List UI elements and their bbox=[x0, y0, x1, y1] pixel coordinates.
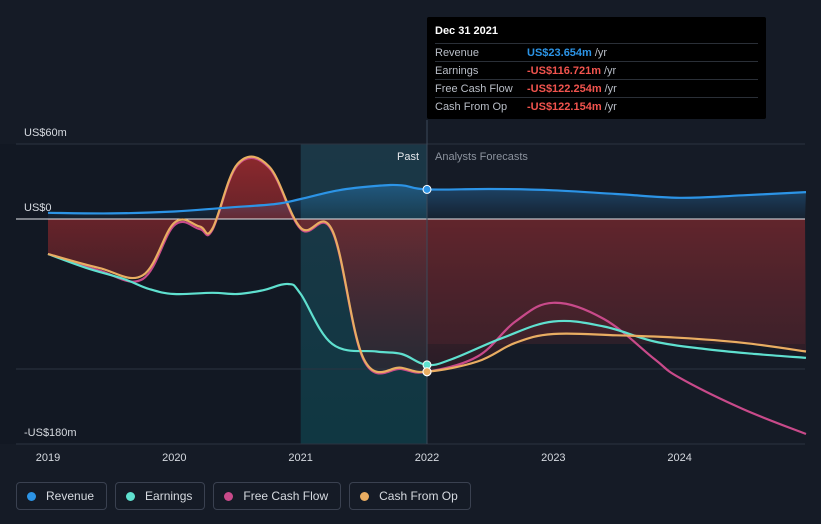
x-tick-label: 2019 bbox=[36, 452, 60, 464]
legend-label: Cash From Op bbox=[379, 489, 458, 503]
tooltip-unit: /yr bbox=[594, 46, 608, 59]
hover-markers bbox=[422, 184, 432, 377]
axis-labels: US$60m US$0 -US$180m 2019 2020 2021 2022 2023 20… bbox=[24, 127, 692, 464]
cash-from-op-line bbox=[47, 155, 807, 374]
tooltip-date: Dec 31 2021 bbox=[435, 25, 498, 37]
tooltip-value: -US$122.154m bbox=[527, 100, 602, 113]
legend-dot-icon bbox=[360, 491, 370, 501]
legend-item-free-cash-flow[interactable]: Free Cash Flow bbox=[213, 482, 342, 510]
x-tick-label: 2022 bbox=[415, 452, 439, 464]
legend-dot-icon bbox=[27, 491, 36, 501]
tooltip-unit: /yr bbox=[604, 100, 617, 113]
forecast-negative-fill bbox=[427, 219, 805, 344]
legend-item-earnings[interactable]: Earnings bbox=[115, 482, 206, 510]
legend-item-cash-from-op[interactable]: Cash From Op bbox=[349, 482, 471, 510]
tooltip: Dec 31 2021 Revenue US$23.654m/yr Earnings… bbox=[427, 17, 766, 119]
tooltip-row: Earnings -US$116.721m/yr bbox=[435, 61, 758, 79]
tooltip-row: Free Cash Flow -US$122.254m/yr bbox=[435, 79, 758, 97]
tooltip-row: Cash From Op -US$122.154m/yr bbox=[435, 97, 758, 115]
legend-label: Free Cash Flow bbox=[243, 489, 329, 503]
y-tick-label: -US$180m bbox=[24, 427, 77, 439]
cash-from-op-marker bbox=[422, 367, 432, 377]
tooltip-label: Cash From Op bbox=[435, 100, 508, 113]
legend-label: Revenue bbox=[46, 489, 95, 503]
legend-item-revenue[interactable]: Revenue bbox=[16, 482, 108, 510]
tooltip-value: -US$122.254m bbox=[527, 82, 602, 95]
y-tick-label: US$0 bbox=[24, 202, 52, 214]
tooltip-label: Free Cash Flow bbox=[435, 82, 513, 95]
tooltip-row: Revenue US$23.654m/yr bbox=[435, 43, 758, 61]
tooltip-unit: /yr bbox=[604, 64, 617, 77]
tooltip-label: Revenue bbox=[435, 46, 480, 59]
x-tick-label: 2024 bbox=[667, 452, 691, 464]
legend-label: Earnings bbox=[145, 489, 193, 503]
series-lines bbox=[47, 155, 807, 436]
earnings-line bbox=[47, 252, 807, 367]
x-tick-label: 2021 bbox=[288, 452, 312, 464]
tooltip-rows: Revenue US$23.654m/yr Earnings -US$116.721m… bbox=[435, 43, 758, 115]
revenue-marker bbox=[422, 184, 432, 194]
tooltip-value: -US$116.721m bbox=[527, 64, 601, 77]
revenue-line bbox=[47, 183, 807, 215]
x-tick-label: 2020 bbox=[162, 452, 186, 464]
legend-dot-icon bbox=[224, 491, 234, 501]
forecast-label: Analysts Forecasts bbox=[435, 151, 528, 163]
tooltip-label: Earnings bbox=[435, 64, 479, 77]
y-tick-label: US$60m bbox=[24, 127, 67, 139]
legend: Revenue Earnings Free Cash Flow Cash From O… bbox=[16, 482, 471, 510]
tooltip-unit: /yr bbox=[604, 82, 617, 95]
legend-dot-icon bbox=[126, 491, 136, 501]
x-tick-label: 2023 bbox=[541, 452, 565, 464]
tooltip-value: US$23.654m bbox=[527, 46, 592, 59]
past-label: Past bbox=[397, 151, 419, 163]
